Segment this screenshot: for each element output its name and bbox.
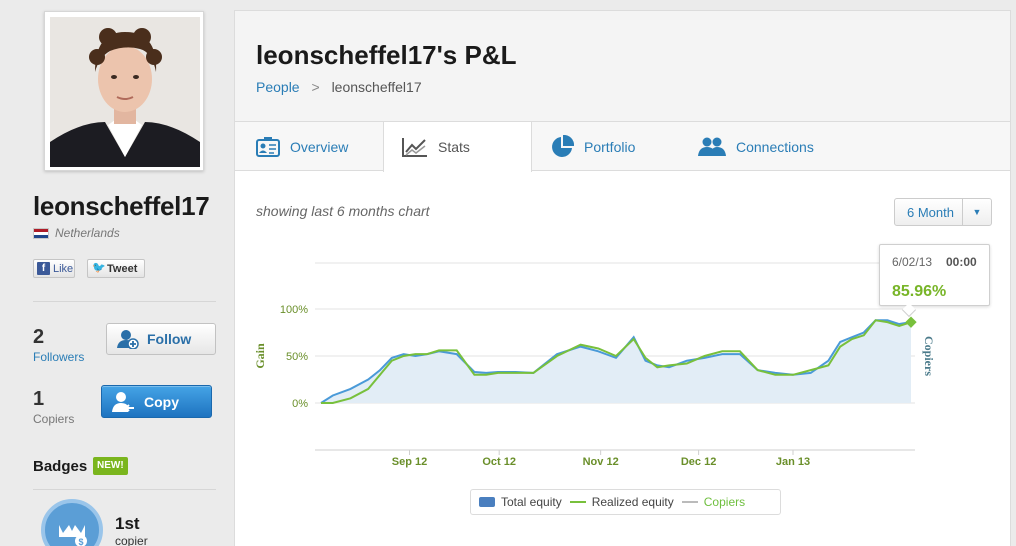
tab-portfolio[interactable]: Portfolio: [550, 122, 635, 171]
copy-button[interactable]: Copy: [101, 385, 212, 418]
follow-button[interactable]: Follow: [106, 323, 216, 355]
page-header: leonscheffel17's P&L People > leonscheff…: [235, 11, 1010, 122]
avatar[interactable]: [50, 17, 200, 167]
legend-swatch-total-equity: [479, 497, 495, 507]
copier-badge-icon[interactable]: $: [41, 499, 103, 546]
x-tick-label: Dec 12: [681, 456, 716, 468]
chart-legend: Total equity Realized equity Copiers: [470, 489, 781, 515]
tweet-button[interactable]: 🐦 Tweet: [87, 259, 145, 278]
twitter-icon: 🐦: [92, 262, 106, 274]
tweet-label: Tweet: [107, 262, 138, 275]
stats-icon: [402, 138, 427, 157]
avatar-frame: [44, 11, 204, 171]
range-dropdown[interactable]: 6 Month ▼: [894, 198, 992, 226]
tab-overview[interactable]: Overview: [256, 122, 348, 171]
badges-title: Badges: [33, 458, 88, 475]
breadcrumb: People > leonscheffel17: [256, 79, 422, 95]
svg-text:$: $: [78, 537, 83, 546]
portfolio-icon: [552, 134, 574, 157]
tooltip-time: 00:00: [946, 255, 977, 269]
facebook-icon: f: [37, 262, 50, 275]
divider: [33, 301, 216, 302]
copiers-count: 1: [33, 388, 45, 410]
legend-swatch-copiers: [681, 501, 698, 503]
tooltip-date: 6/02/13: [892, 255, 933, 269]
page-title: leonscheffel17's P&L: [256, 40, 517, 70]
followers-count: 2: [33, 326, 45, 348]
copy-label: Copy: [144, 393, 179, 410]
breadcrumb-people-link[interactable]: People: [256, 79, 300, 95]
connections-icon: [698, 137, 726, 156]
legend-label-copiers: Copiers: [703, 495, 746, 509]
tab-connections[interactable]: Connections: [698, 122, 814, 171]
legend-label-total-equity: Total equity: [501, 495, 562, 509]
y2-axis-title: Copiers: [922, 336, 936, 376]
y-tick-label: 0%: [292, 398, 308, 410]
legend-item-total-equity[interactable]: Total equity: [479, 495, 562, 509]
main-panel: leonscheffel17's P&L People > leonscheff…: [234, 10, 1011, 546]
like-label: Like: [53, 262, 74, 275]
add-user-icon: [117, 330, 139, 349]
x-tick-label: Jan 13: [776, 456, 810, 468]
new-badge: NEW!: [93, 457, 128, 475]
chart-range-caption: showing last 6 months chart: [256, 203, 430, 219]
follow-label: Follow: [147, 331, 192, 347]
legend-swatch-realized-equity: [569, 501, 586, 503]
tab-connections-label: Connections: [736, 138, 814, 155]
tab-stats[interactable]: Stats: [383, 121, 532, 172]
y-tick-label: 50%: [286, 351, 308, 363]
realized-equity-line: [321, 319, 912, 404]
y-axis-title: Gain: [253, 343, 267, 369]
tab-overview-label: Overview: [290, 138, 349, 155]
tab-portfolio-label: Portfolio: [584, 138, 636, 155]
badge-rank: 1st: [115, 514, 140, 533]
netherlands-flag-icon: [33, 228, 49, 239]
profile-sidebar: leonscheffel17 Netherlands f Like 🐦 Twee…: [0, 0, 234, 546]
pl-chart[interactable]: 0% 50% 100% Sep 12 Oct 12 Nov 12 Dec 12 Jan 13 G…: [235, 236, 1010, 481]
tooltip-value: 85.96%: [892, 283, 947, 300]
chart-tooltip: 6/02/13 00:00 85.96%: [879, 244, 990, 318]
breadcrumb-current: leonscheffel17: [331, 79, 422, 95]
x-tick-label: Oct 12: [482, 456, 516, 468]
total-equity-area: [321, 320, 911, 403]
overview-icon: [256, 136, 280, 157]
legend-item-realized-equity[interactable]: Realized equity: [569, 495, 674, 509]
range-selected-value: 6 Month: [895, 199, 963, 225]
badge-rank-label: copier: [115, 534, 148, 546]
y-tick-label: 100%: [280, 304, 308, 316]
copy-user-icon: [112, 391, 134, 412]
breadcrumb-separator: >: [311, 79, 320, 95]
chevron-down-icon[interactable]: ▼: [972, 207, 982, 217]
facebook-like-button[interactable]: f Like: [33, 259, 75, 278]
profile-username: leonscheffel17: [33, 191, 210, 221]
x-tick-label: Nov 12: [583, 456, 619, 468]
profile-country: Netherlands: [55, 226, 120, 240]
divider: [33, 489, 216, 490]
tab-stats-label: Stats: [438, 139, 470, 155]
followers-link[interactable]: Followers: [33, 350, 85, 364]
tab-bar: Overview Stats Portfolio Conn: [235, 121, 1010, 172]
copiers-label: Copiers: [33, 412, 75, 426]
legend-item-copiers[interactable]: Copiers: [681, 495, 746, 509]
legend-label-realized-equity: Realized equity: [591, 495, 674, 509]
x-tick-label: Sep 12: [392, 456, 427, 468]
